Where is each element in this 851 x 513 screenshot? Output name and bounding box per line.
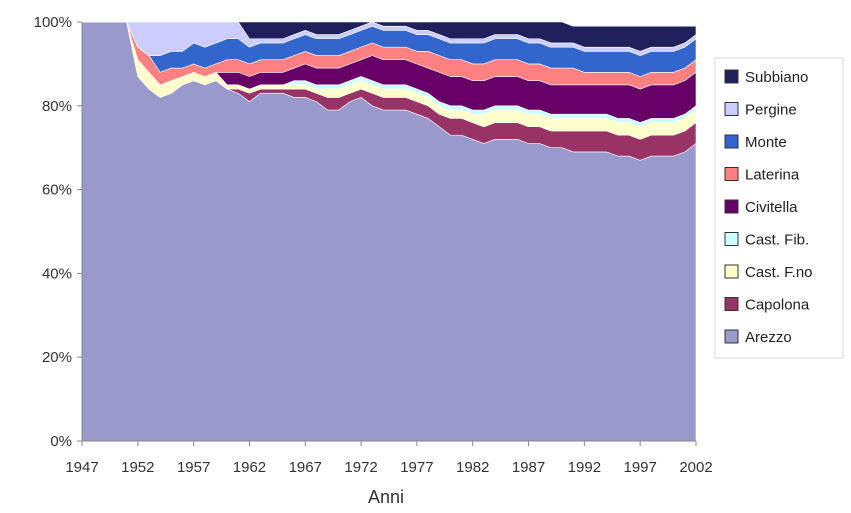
legend-label: Arezzo <box>745 329 792 346</box>
y-tick-label: 20% <box>42 349 72 366</box>
x-tick-label: 1952 <box>121 459 154 476</box>
y-axis: 0% 20% 40% 60% 80% 100% <box>34 14 83 450</box>
area-series-subbiano <box>82 21 697 52</box>
legend-item-pergine: Pergine <box>724 102 797 119</box>
x-tick-label: 1997 <box>623 459 656 476</box>
x-tick-label: 1962 <box>233 459 266 476</box>
x-tick-label: 1947 <box>65 459 98 476</box>
y-tick-label: 0% <box>50 433 72 450</box>
legend-label: Capolona <box>745 297 810 314</box>
legend-swatch <box>724 167 739 181</box>
x-tick-label: 1972 <box>344 459 377 476</box>
legend-item-cast-f-no: Cast. F.no <box>724 264 813 281</box>
legend-item-subbiano: Subbiano <box>724 69 808 86</box>
legend-label: Monte <box>745 134 787 151</box>
x-tick-label: 1982 <box>456 459 489 476</box>
legend-swatch <box>724 232 739 246</box>
x-tick-label: 1987 <box>512 459 545 476</box>
legend-label: Civitella <box>745 199 798 216</box>
legend-swatch <box>724 102 739 116</box>
legend-item-civitella: Civitella <box>724 199 798 216</box>
legend-label: Laterina <box>745 167 800 184</box>
legend-swatch <box>724 297 739 311</box>
legend-swatch <box>724 134 739 149</box>
legend: Subbiano Pergine Monte Laterina Civitella Cas… <box>714 57 844 359</box>
x-tick-label: 1992 <box>568 459 601 476</box>
y-tick-label: 60% <box>42 182 72 199</box>
legend-swatch <box>724 264 739 279</box>
legend-swatch <box>724 199 739 214</box>
legend-swatch <box>724 329 739 344</box>
legend-item-arezzo: Arezzo <box>724 329 792 346</box>
legend-item-monte: Monte <box>724 134 787 151</box>
legend-label: Cast. F.no <box>745 264 813 281</box>
plot-area <box>81 21 697 442</box>
x-tick-label: 1957 <box>177 459 210 476</box>
x-axis: 1947 1952 1957 1962 1967 1972 1977 1982 1987 1992… <box>65 440 713 476</box>
y-tick-label: 80% <box>42 98 72 115</box>
legend-item-cast-fib: Cast. Fib. <box>724 232 809 249</box>
y-tick-label: 40% <box>42 265 72 282</box>
x-tick-label: 2002 <box>679 459 712 476</box>
legend-label: Pergine <box>745 102 797 119</box>
legend-swatch <box>724 69 739 84</box>
legend-label: Cast. Fib. <box>745 232 809 249</box>
x-axis-title: Anni <box>368 487 404 507</box>
x-tick-label: 1977 <box>400 459 433 476</box>
y-tick-label: 100% <box>34 14 72 31</box>
legend-item-capolona: Capolona <box>724 297 810 314</box>
legend-item-laterina: Laterina <box>724 167 800 184</box>
x-tick-label: 1967 <box>289 459 322 476</box>
legend-label: Subbiano <box>745 69 808 86</box>
